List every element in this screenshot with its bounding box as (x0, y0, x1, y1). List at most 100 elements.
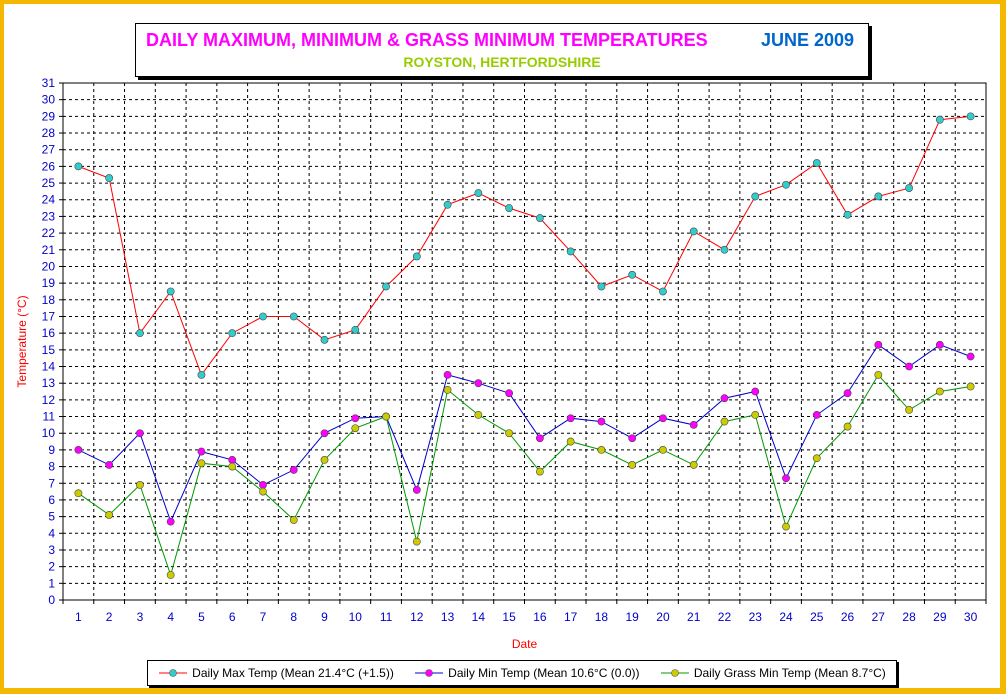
data-point-min (720, 394, 729, 403)
legend: Daily Max Temp (Mean 21.4°C (+1.5)) Dail… (147, 660, 897, 686)
data-point-max (966, 112, 975, 121)
series-line-min (78, 344, 971, 523)
data-point-min (412, 486, 421, 494)
data-point-min (966, 352, 975, 361)
data-point-grass (720, 417, 729, 426)
data-point-min (628, 434, 637, 443)
y-tick-label: 27 (42, 143, 56, 157)
data-point-grass (812, 454, 821, 463)
data-point-min (874, 340, 883, 349)
data-point-max (535, 214, 544, 222)
data-point-min (505, 389, 514, 398)
chart-period: JUNE 2009 (760, 30, 854, 50)
data-point-grass (689, 461, 698, 469)
data-point-grass (197, 459, 206, 468)
x-tick-label: 11 (380, 610, 393, 624)
legend-item-max: Daily Max Temp (Mean 21.4°C (+1.5)) (158, 666, 394, 680)
data-point-max (659, 287, 667, 296)
data-point-min (289, 466, 298, 474)
legend-swatch-grass (660, 669, 689, 677)
x-tick-label: 12 (410, 610, 424, 624)
series-line-max (78, 115, 971, 376)
data-point-min (751, 387, 760, 396)
data-point-grass (874, 370, 883, 379)
y-tick-label: 1 (48, 576, 55, 590)
x-tick-label: 24 (779, 610, 793, 624)
data-point-grass (628, 461, 637, 469)
data-point-max (351, 325, 360, 334)
legend-label-max: Daily Max Temp (Mean 21.4°C (+1.5)) (192, 666, 394, 680)
x-tick-label: 1 (75, 610, 82, 624)
data-point-max (382, 282, 390, 291)
x-tick-label: 10 (349, 610, 363, 624)
data-point-grass (320, 456, 329, 464)
data-point-min (782, 474, 790, 483)
data-point-max (935, 115, 944, 124)
y-tick-label: 22 (42, 226, 56, 240)
x-tick-label: 2 (106, 610, 113, 624)
x-tick-label: 20 (656, 610, 670, 624)
data-point-max (166, 287, 175, 296)
y-tick-label: 23 (42, 209, 56, 223)
series-line-grass (78, 374, 971, 577)
data-point-grass (228, 462, 237, 471)
y-tick-label: 8 (48, 460, 55, 474)
y-tick-label: 16 (42, 326, 56, 340)
data-point-min (474, 379, 483, 388)
legend-item-min: Daily Min Temp (Mean 10.6°C (0.0)) (414, 666, 639, 680)
x-axis-label: Date (512, 637, 538, 651)
y-tick-label: 29 (42, 109, 56, 123)
data-point-min (659, 414, 667, 423)
data-point-min (320, 429, 329, 438)
data-point-grass (443, 385, 452, 394)
x-tick-label: 22 (718, 610, 732, 624)
data-point-max (905, 184, 913, 192)
data-point-min (74, 446, 83, 454)
y-tick-label: 9 (48, 443, 55, 457)
x-tick-label: 4 (167, 610, 174, 624)
x-tick-label: 30 (964, 610, 978, 624)
data-point-grass (259, 487, 267, 496)
x-tick-label: 6 (229, 610, 236, 624)
y-tick-label: 24 (42, 193, 56, 207)
x-tick-label: 28 (902, 610, 916, 624)
x-tick-label: 29 (933, 610, 947, 624)
data-point-max (289, 312, 298, 321)
legend-item-grass: Daily Grass Min Temp (Mean 8.7°C) (660, 666, 886, 680)
data-point-max (812, 159, 821, 167)
data-point-grass (935, 387, 944, 396)
legend-swatch-max (159, 669, 188, 677)
data-point-max (320, 335, 329, 344)
data-point-min (105, 461, 114, 469)
data-point-max (259, 312, 267, 321)
data-point-grass (166, 571, 175, 579)
data-point-min (935, 340, 944, 349)
y-tick-label: 7 (48, 476, 55, 490)
y-tick-label: 21 (42, 243, 56, 257)
y-tick-label: 26 (42, 159, 56, 173)
data-point-min (228, 456, 237, 464)
data-point-grass (597, 446, 606, 454)
y-tick-label: 3 (48, 543, 55, 557)
data-point-grass (659, 446, 667, 454)
data-point-max (136, 329, 144, 338)
y-tick-label: 25 (42, 176, 56, 190)
data-point-min (351, 414, 360, 423)
data-point-max (74, 162, 83, 171)
y-tick-label: 5 (48, 510, 55, 524)
data-point-grass (751, 410, 760, 419)
chart-title: DAILY MAXIMUM, MINIMUM & GRASS MINIMUM T… (146, 30, 708, 50)
data-point-grass (782, 522, 790, 531)
x-tick-label: 7 (260, 610, 267, 624)
y-tick-label: 4 (48, 526, 55, 540)
y-tick-label: 2 (48, 560, 55, 574)
data-point-min (197, 447, 206, 456)
data-point-max (505, 204, 514, 212)
x-tick-label: 15 (502, 610, 516, 624)
x-tick-label: 19 (626, 610, 640, 624)
data-point-min (689, 420, 698, 429)
data-point-grass (412, 537, 421, 546)
x-tick-label: 13 (441, 610, 455, 624)
data-point-min (136, 429, 144, 438)
x-tick-label: 8 (290, 610, 297, 624)
